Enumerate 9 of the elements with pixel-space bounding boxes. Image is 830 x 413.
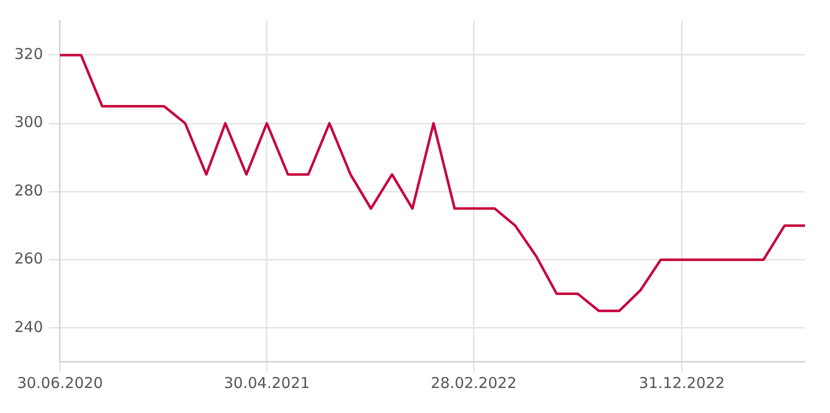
y-tick-label: 280 (14, 181, 43, 200)
y-tick-label: 240 (14, 318, 43, 336)
x-tick-label: 28.02.2022 (430, 374, 517, 392)
x-tick-label: 30.04.2021 (224, 374, 310, 392)
y-tick-label: 260 (14, 250, 43, 268)
y-tick-label: 300 (14, 113, 43, 132)
x-tick-label: 31.12.2022 (638, 374, 725, 392)
y-tick-label: 320 (14, 44, 43, 63)
x-tick-label: 30.06.2020 (17, 374, 103, 392)
